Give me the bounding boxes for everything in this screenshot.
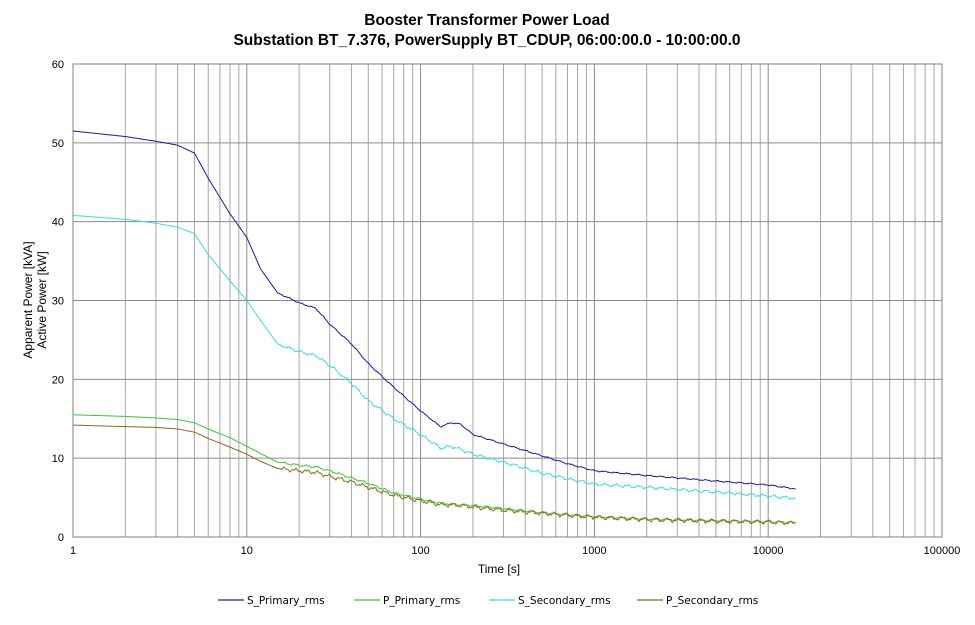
series-line-p-secondary-rms xyxy=(72,424,796,525)
y-tick-label: 60 xyxy=(52,59,64,71)
y-tick-label: 50 xyxy=(52,138,64,150)
series-line-s-primary-rms xyxy=(72,130,796,490)
series-layer xyxy=(72,130,796,525)
series-line-p-primary-rms xyxy=(72,414,796,524)
x-tick-label: 1000 xyxy=(582,545,606,557)
y-tick-label: 20 xyxy=(52,374,64,386)
y-tick-label: 10 xyxy=(52,453,64,465)
plot-frame xyxy=(72,63,943,538)
y-axis-ticks: 0 10 20 30 40 50 60 xyxy=(52,59,64,544)
legend-label: S_Secondary_rms xyxy=(518,595,611,607)
x-tick-label: 10 xyxy=(241,545,253,557)
chart-subtitle: Substation BT_7.376, PowerSupply BT_CDUP… xyxy=(233,32,740,49)
x-tick-label: 1 xyxy=(70,545,76,557)
plot-area xyxy=(72,63,943,538)
y-axis-label-active: Active Power [kW] xyxy=(35,251,49,348)
y-tick-label: 0 xyxy=(58,532,64,544)
y-tick-label: 40 xyxy=(52,217,64,229)
x-axis-label: Time [s] xyxy=(478,562,520,576)
series-line-s-secondary-rms xyxy=(72,214,796,500)
x-axis-ticks: 1 10 100 1000 10000 100000 xyxy=(70,545,960,557)
x-tick-label: 100 xyxy=(411,545,429,557)
legend: S_Primary_rms P_Primary_rms S_Secondary_rm… xyxy=(218,595,758,607)
legend-label: P_Primary_rms xyxy=(383,595,460,607)
chart-title: Booster Transformer Power Load xyxy=(364,12,609,29)
legend-label: P_Secondary_rms xyxy=(666,595,758,607)
legend-label: S_Primary_rms xyxy=(247,595,325,607)
x-tick-label: 10000 xyxy=(753,545,784,557)
y-tick-label: 30 xyxy=(52,296,64,308)
x-tick-label: 100000 xyxy=(924,545,961,557)
y-axis-label-apparent: Apparent Power [kVA] xyxy=(21,241,35,358)
